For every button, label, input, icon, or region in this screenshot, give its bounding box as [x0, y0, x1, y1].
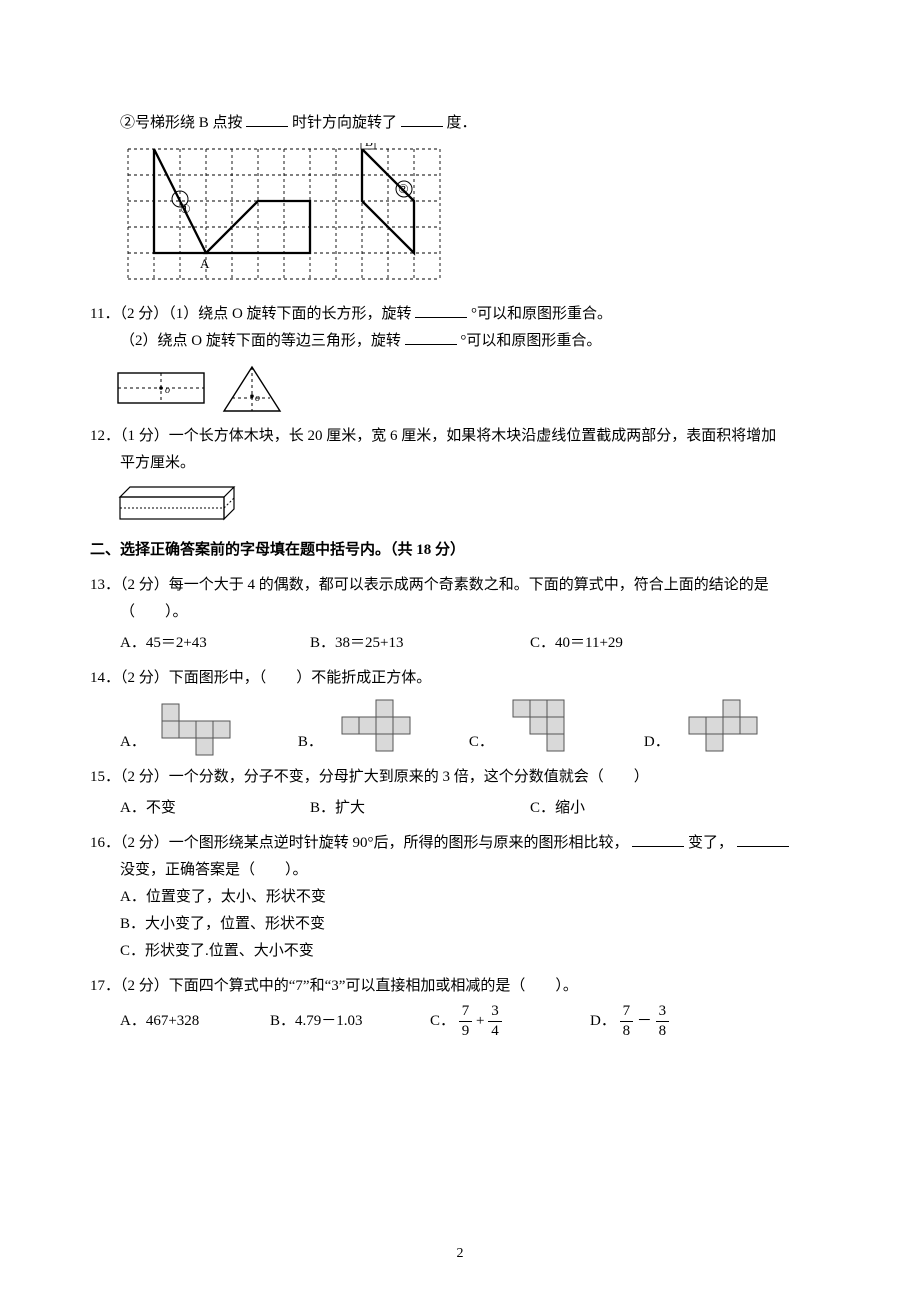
- q16-stem1: 16．（2 分）一个图形绕某点逆时针旋转 90°后，所得的图形与原来的图形相比较…: [90, 835, 629, 851]
- text: （2）绕点 O 旋转下面的等边三角形，旋转: [120, 333, 401, 349]
- q15-stem: 15．（2 分）一个分数，分子不变，分母扩大到原来的 3 倍，这个分数值就会（ …: [90, 764, 830, 791]
- svg-text:B: B: [365, 143, 373, 149]
- q14-b-net: [337, 698, 413, 756]
- num: 7: [620, 1004, 634, 1022]
- q14-stem: 14．（2 分）下面图形中，（ ）不能折成正方体。: [90, 665, 830, 692]
- q14-d-lbl: D．: [644, 729, 674, 756]
- q17-b: B．4.79－1.03: [270, 1008, 430, 1035]
- svg-text:②: ②: [398, 182, 409, 196]
- blank: [632, 832, 684, 847]
- text: C．: [430, 1013, 455, 1029]
- plus: +: [476, 1013, 484, 1029]
- q15-options: A．不变 B．扩大 C．缩小: [90, 795, 830, 822]
- den: 8: [656, 1022, 670, 1039]
- den: 9: [459, 1022, 473, 1039]
- q16-b: B．大小变了，位置、形状不变: [90, 911, 830, 938]
- q17-a: A．467+328: [120, 1008, 270, 1035]
- q11-figures: o o: [116, 363, 830, 415]
- q11: 11．（2 分）（1）绕点 O 旋转下面的长方形，旋转 °可以和原图形重合。: [90, 301, 830, 328]
- blank: [405, 330, 457, 345]
- q13-c: C．40＝11+29: [530, 630, 623, 657]
- minus: －: [637, 1013, 652, 1029]
- q12: 12．（1 分）一个长方体木块，长 20 厘米，宽 6 厘米，如果将木块沿虚线位…: [90, 423, 830, 450]
- fraction: 3 4: [488, 1004, 502, 1039]
- blank: [401, 112, 443, 127]
- q13: 13．（2 分）每一个大于 4 的偶数，都可以表示成两个奇素数之和。下面的算式中…: [90, 572, 830, 599]
- text: D．: [590, 1013, 616, 1029]
- svg-text:①: ①: [180, 202, 191, 216]
- q11-stem: 11．（2 分）（1）绕点 O 旋转下面的长方形，旋转: [90, 306, 412, 322]
- text: 变了，: [688, 835, 733, 851]
- q13-paren: （ ）。: [90, 599, 830, 626]
- q14-a-lbl: A．: [120, 729, 150, 756]
- q15-a: A．不变: [120, 795, 310, 822]
- den: 8: [620, 1022, 634, 1039]
- q13-a: A．45＝2+43: [120, 630, 310, 657]
- text: 度．: [447, 115, 477, 131]
- q11-part2: （2）绕点 O 旋转下面的等边三角形，旋转 °可以和原图形重合。: [90, 328, 830, 355]
- svg-text:o: o: [255, 393, 260, 404]
- text: 时针方向旋转了: [292, 115, 397, 131]
- q14-d-net: [684, 698, 760, 756]
- section2-title: 二、选择正确答案前的字母填在题中括号内。（共 18 分）: [90, 537, 830, 564]
- q16: 16．（2 分）一个图形绕某点逆时针旋转 90°后，所得的图形与原来的图形相比较…: [90, 830, 830, 857]
- blank: [246, 112, 288, 127]
- q14-c-net: [508, 698, 584, 756]
- text: ②号梯形绕 B 点按: [120, 115, 243, 131]
- blank: [415, 303, 467, 318]
- q13-b: B．38＝25+13: [310, 630, 530, 657]
- fraction: 7 8: [620, 1004, 634, 1039]
- q16-a: A．位置变了，太小、形状不变: [90, 884, 830, 911]
- q10-tail: ②号梯形绕 B 点按 时针方向旋转了 度．: [90, 110, 830, 137]
- q17-stem: 17．（2 分）下面四个算式中的“7”和“3”可以直接相加或相减的是（ ）。: [90, 973, 830, 1000]
- text: °可以和原图形重合。: [460, 333, 601, 349]
- q14-c-lbl: C．: [469, 729, 498, 756]
- q16-c: C．形状变了.位置、大小不变: [90, 938, 830, 965]
- q10-figure: B A ① ②: [118, 143, 830, 293]
- den: 4: [488, 1022, 502, 1039]
- svg-text:A: A: [200, 256, 210, 271]
- q12-stem: 12．（1 分）一个长方体木块，长 20 厘米，宽 6 厘米，如果将木块沿虚线位…: [90, 428, 776, 444]
- fraction: 3 8: [656, 1004, 670, 1039]
- q13-stem: 13．（2 分）每一个大于 4 的偶数，都可以表示成两个奇素数之和。下面的算式中…: [90, 577, 769, 593]
- q12-figure: [116, 483, 830, 523]
- num: 7: [459, 1004, 473, 1022]
- q14-b-lbl: B．: [298, 729, 327, 756]
- blank: [737, 832, 789, 847]
- q13-options: A．45＝2+43 B．38＝25+13 C．40＝11+29: [90, 630, 830, 657]
- fraction: 7 9: [459, 1004, 473, 1039]
- page-number: 2: [0, 1241, 920, 1266]
- q12-unit: 平方厘米。: [90, 450, 830, 477]
- q15-c: C．缩小: [530, 795, 585, 822]
- q17-options: A．467+328 B．4.79－1.03 C． 7 9 + 3 4 D． 7 …: [90, 1004, 830, 1039]
- text: °可以和原图形重合。: [471, 306, 612, 322]
- q14-a-net: [160, 702, 248, 756]
- text: 平方厘米。: [120, 455, 195, 471]
- q17-d: D． 7 8 － 3 8: [590, 1004, 669, 1039]
- q15-b: B．扩大: [310, 795, 530, 822]
- svg-text:o: o: [165, 385, 170, 396]
- num: 3: [488, 1004, 502, 1022]
- q16-stem2: 没变，正确答案是（ ）。: [90, 857, 830, 884]
- q14-options: A． B． C． D．: [90, 698, 830, 756]
- num: 3: [656, 1004, 670, 1022]
- q17-c: C． 7 9 + 3 4: [430, 1004, 590, 1039]
